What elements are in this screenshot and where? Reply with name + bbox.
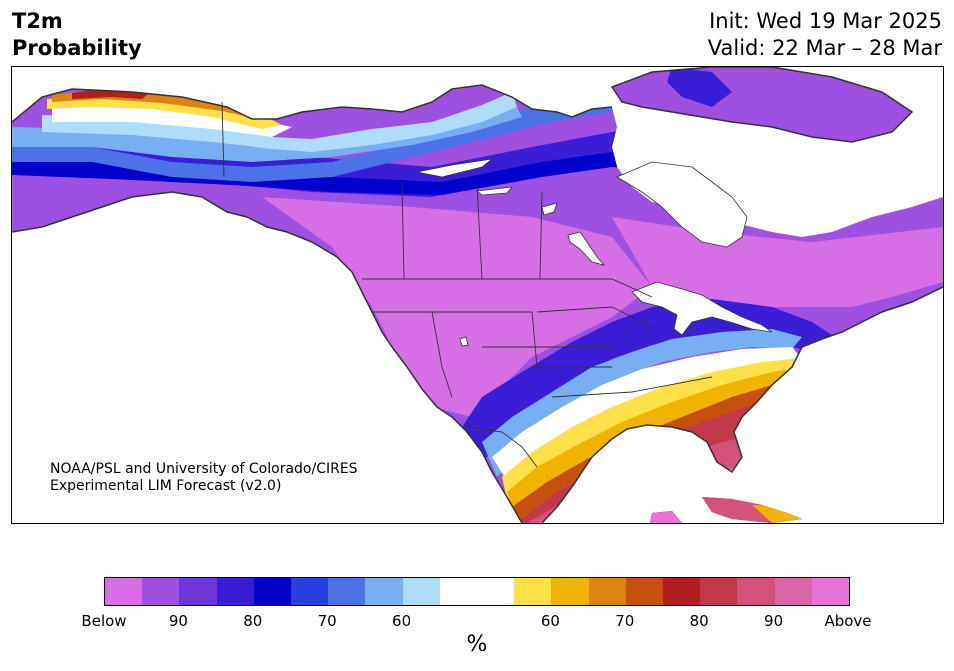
colorbar-tick-label: 90: [764, 612, 784, 630]
great-lakes: [631, 281, 773, 336]
region-below-60-band: [482, 329, 802, 477]
credit-line-2: Experimental LIM Forecast (v2.0): [50, 478, 282, 494]
colorbar-segment: [811, 578, 850, 605]
colorbar-segment: [365, 578, 403, 605]
colorbar-segment: [216, 578, 254, 605]
atlantic-gulf-coastline: [541, 286, 943, 523]
init-date: Init: Wed 19 Mar 2025: [709, 9, 942, 33]
colorbar-segment: [774, 578, 812, 605]
credit-text: NOAA/PSL and University of Colorado/CIRE…: [50, 461, 358, 495]
coastline-layer: [12, 67, 943, 523]
colorbar-segment: [477, 578, 515, 605]
lake-athabasca: [541, 202, 558, 216]
colorbar-segment: [253, 578, 292, 605]
great-bear-lake: [416, 158, 494, 178]
colorbar-tick-label: 60: [540, 612, 560, 630]
colorbar-segment: [439, 578, 478, 605]
colorbar-unit: %: [466, 632, 488, 657]
region-neutral-alaska: [52, 105, 292, 137]
pacific-coastline: [12, 191, 523, 523]
lake-winnipeg: [567, 231, 606, 266]
us-mexico-border: [466, 426, 538, 468]
region-below-65: [12, 97, 612, 182]
title-probability: Probability: [12, 36, 142, 60]
region-above-55-alaska: [47, 95, 282, 129]
hudson-bay: [616, 161, 748, 248]
colorbar-tick-label: 80: [689, 612, 709, 630]
lakes-layer: [416, 158, 773, 347]
canada-province-borders: [401, 181, 543, 280]
colorbar-segment: [179, 578, 217, 605]
arctic-coastline: [12, 84, 613, 123]
colorbar-segment: [291, 578, 329, 605]
colorbar-tick-label: Below: [81, 612, 127, 630]
colorbar-tick-label: Above: [824, 612, 872, 630]
colorbar-tick-label: 60: [392, 612, 412, 630]
alaska-canada-border: [221, 101, 225, 178]
colorbar-segment: [328, 578, 366, 605]
colorbar-segment: [551, 578, 589, 605]
map-canvas: [12, 67, 943, 523]
region-below-extreme-west: [262, 197, 652, 417]
colorbar-segment: [105, 578, 143, 605]
great-salt-lake: [459, 336, 469, 347]
great-slave-lake: [475, 186, 513, 196]
colorbar-segment: [737, 578, 775, 605]
colorbar-tick-label: 70: [317, 612, 337, 630]
region-below-60: [12, 97, 522, 162]
forecast-dates: Init: Wed 19 Mar 2025 Valid: 22 Mar – 28…: [708, 8, 942, 62]
colorbar: [104, 577, 850, 606]
colorbar-segment: [142, 578, 180, 605]
colorbar-segment: [625, 578, 664, 605]
us-canada-border: [362, 278, 653, 298]
colorbar-tick-label: 80: [243, 612, 263, 630]
region-below-extreme-east: [612, 217, 943, 307]
colorbar-tick-label: 90: [168, 612, 188, 630]
us-state-borders: [372, 306, 713, 398]
region-below-80-greenland: [667, 67, 732, 107]
valid-range: Valid: 22 Mar – 28 Mar: [707, 36, 942, 60]
title-variable: T2m: [12, 9, 63, 33]
region-below-band-south: [462, 299, 832, 462]
forecast-map: NOAA/PSL and University of Colorado/CIRE…: [11, 66, 944, 524]
region-below-55: [42, 92, 517, 152]
credit-line-1: NOAA/PSL and University of Colorado/CIRE…: [50, 461, 358, 477]
borders-layer: [221, 101, 713, 468]
colorbar-segment: [402, 578, 440, 605]
arctic-islands-coast: [610, 67, 914, 143]
colorbar-segment: [663, 578, 701, 605]
colorbar-tick-label: 70: [615, 612, 635, 630]
colorbar-segment: [588, 578, 626, 605]
colorbar-segment: [700, 578, 738, 605]
colorbar-segment: [514, 578, 552, 605]
map-title: T2m Probability: [12, 8, 142, 62]
